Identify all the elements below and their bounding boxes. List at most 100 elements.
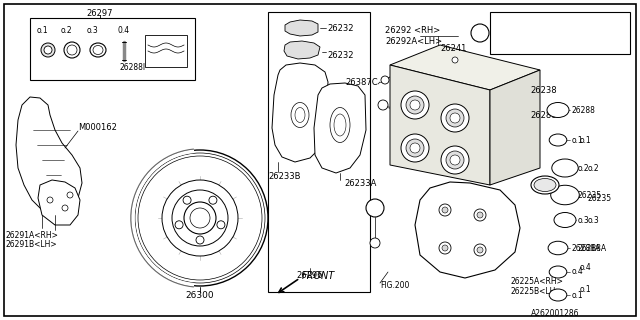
Circle shape [410, 100, 420, 110]
Text: 0.4: 0.4 [118, 26, 130, 35]
Text: 26300: 26300 [186, 291, 214, 300]
Circle shape [135, 153, 265, 283]
Ellipse shape [295, 108, 305, 123]
Circle shape [217, 221, 225, 229]
Text: FIG.200: FIG.200 [380, 282, 410, 291]
Polygon shape [272, 63, 328, 162]
Text: 26241: 26241 [440, 44, 467, 52]
Circle shape [406, 96, 424, 114]
Text: 26292 <RH>: 26292 <RH> [385, 26, 440, 35]
Ellipse shape [547, 102, 569, 117]
Circle shape [175, 221, 183, 229]
Text: 1: 1 [372, 204, 378, 212]
Circle shape [446, 151, 464, 169]
Text: o.1: o.1 [580, 285, 591, 294]
Circle shape [64, 42, 80, 58]
Circle shape [471, 24, 489, 42]
Text: 26288A: 26288A [578, 244, 607, 252]
Text: FRONT: FRONT [302, 271, 335, 281]
Circle shape [477, 212, 483, 218]
Ellipse shape [90, 43, 106, 57]
Text: o.4: o.4 [572, 268, 584, 276]
Text: 26232: 26232 [327, 23, 353, 33]
Text: o.3: o.3 [86, 26, 98, 35]
Circle shape [439, 204, 451, 216]
Ellipse shape [549, 289, 567, 301]
Circle shape [441, 146, 469, 174]
Text: 26233A: 26233A [344, 179, 376, 188]
Ellipse shape [550, 185, 579, 205]
Text: 26387C: 26387C [345, 77, 378, 86]
Text: 26291B<LH>: 26291B<LH> [5, 239, 56, 249]
Circle shape [190, 208, 210, 228]
Text: 26288: 26288 [530, 110, 557, 119]
Text: 26288A: 26288A [572, 244, 601, 252]
Ellipse shape [534, 179, 556, 191]
Polygon shape [285, 20, 318, 36]
Ellipse shape [334, 114, 346, 136]
Text: 26297: 26297 [87, 9, 113, 18]
Polygon shape [16, 97, 82, 215]
Circle shape [183, 196, 191, 204]
Text: M000162: M000162 [78, 123, 117, 132]
Text: o.1: o.1 [36, 26, 48, 35]
Circle shape [132, 150, 268, 286]
Bar [30, 18, 195, 80]
Circle shape [474, 244, 486, 256]
Text: 26225B<LH>: 26225B<LH> [510, 287, 562, 297]
Text: o.1: o.1 [572, 135, 584, 145]
Text: 1: 1 [477, 28, 483, 37]
Text: o.2: o.2 [578, 164, 589, 172]
Text: 26235: 26235 [578, 190, 602, 199]
Circle shape [47, 197, 53, 203]
Polygon shape [314, 83, 366, 173]
Ellipse shape [93, 45, 103, 54]
Circle shape [172, 190, 228, 246]
Text: o.3: o.3 [588, 215, 600, 225]
Bar [145, 35, 187, 67]
Circle shape [67, 45, 77, 55]
Circle shape [162, 180, 238, 256]
Circle shape [381, 76, 389, 84]
Text: o.1: o.1 [580, 135, 591, 145]
Circle shape [441, 104, 469, 132]
Ellipse shape [548, 241, 568, 255]
Ellipse shape [291, 102, 309, 127]
Circle shape [366, 199, 384, 217]
Circle shape [410, 143, 420, 153]
Circle shape [406, 139, 424, 157]
Circle shape [450, 155, 460, 165]
Ellipse shape [531, 176, 559, 194]
Circle shape [62, 205, 68, 211]
Polygon shape [490, 70, 540, 185]
Ellipse shape [330, 108, 350, 142]
Circle shape [401, 91, 429, 119]
Polygon shape [390, 45, 540, 90]
Text: M000316: M000316 [493, 19, 530, 28]
Text: o.2: o.2 [588, 164, 600, 172]
Text: 26232: 26232 [327, 51, 353, 60]
Circle shape [138, 156, 262, 280]
Polygon shape [284, 41, 320, 59]
Text: ('17MY- ): ('17MY- ) [548, 39, 582, 49]
Polygon shape [38, 180, 80, 225]
Circle shape [41, 43, 55, 57]
Text: 26235: 26235 [588, 194, 612, 203]
Text: 26292A<LH>: 26292A<LH> [385, 36, 442, 45]
Circle shape [196, 236, 204, 244]
Text: ( -'16MY): ( -'16MY) [548, 19, 583, 28]
Text: o.2: o.2 [60, 26, 72, 35]
Circle shape [450, 113, 460, 123]
Circle shape [439, 242, 451, 254]
Circle shape [44, 46, 52, 54]
Circle shape [370, 238, 380, 248]
Circle shape [446, 109, 464, 127]
Text: 26291A<RH>: 26291A<RH> [5, 230, 58, 239]
Circle shape [67, 192, 73, 198]
Circle shape [442, 245, 448, 251]
Ellipse shape [554, 212, 576, 228]
Text: M260023: M260023 [493, 39, 530, 49]
Polygon shape [390, 65, 490, 185]
Text: o.4: o.4 [580, 263, 592, 273]
Circle shape [474, 209, 486, 221]
